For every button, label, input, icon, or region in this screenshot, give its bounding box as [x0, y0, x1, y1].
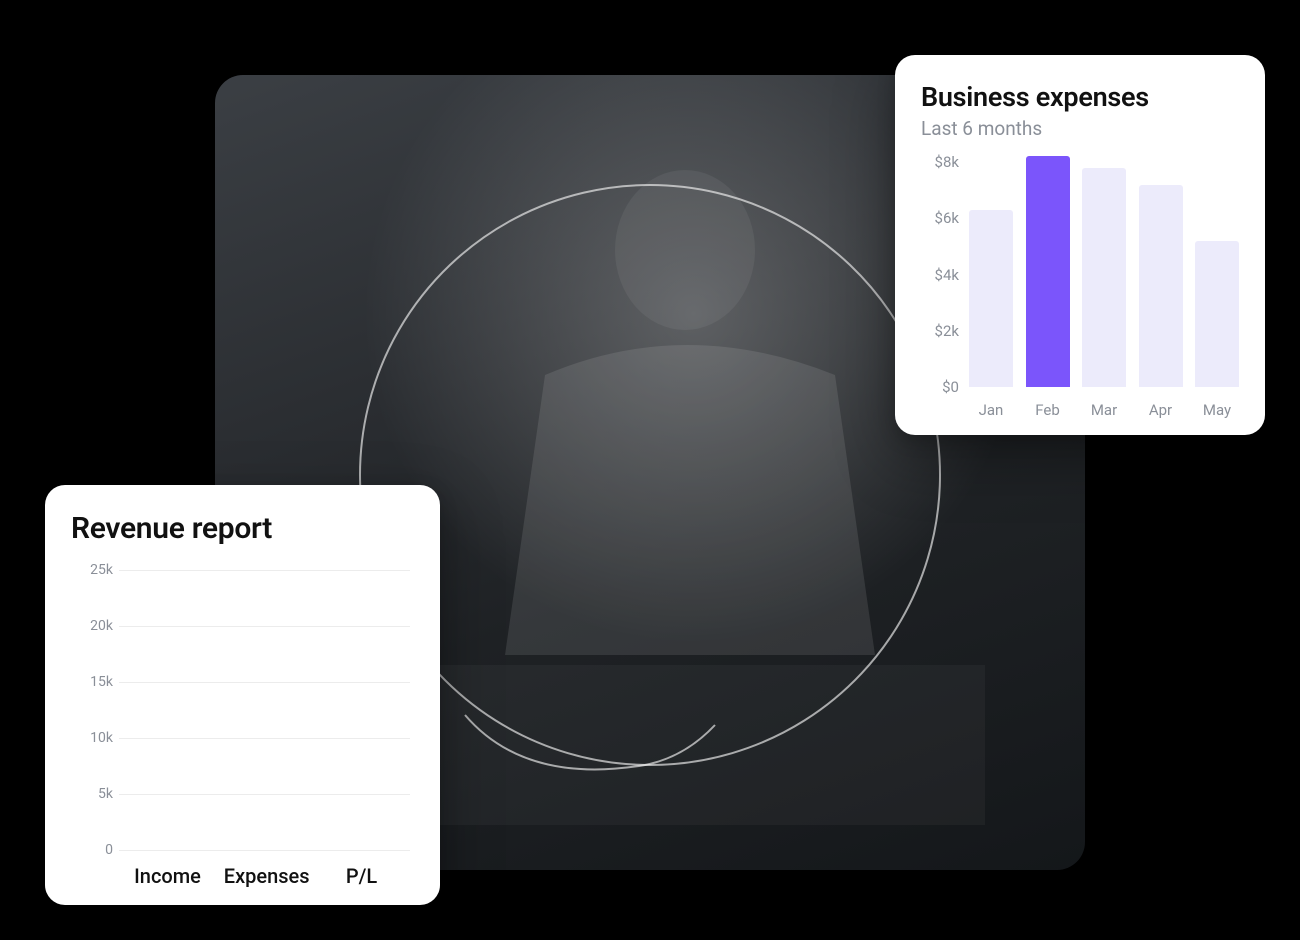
- exp-xlabel: Mar: [1082, 401, 1126, 419]
- business-expenses-title: Business expenses: [921, 81, 1239, 113]
- exp-ylabel: $4k: [921, 266, 959, 284]
- exp-ylabel: $8k: [921, 153, 959, 171]
- exp-xlabel: May: [1195, 401, 1239, 419]
- rev-ylabel: 10k: [71, 730, 113, 746]
- exp-xlabel: Apr: [1139, 401, 1183, 419]
- exp-xlabel: Feb: [1026, 401, 1070, 419]
- rev-ylabel: 20k: [71, 618, 113, 634]
- exp-xlabel: Jan: [969, 401, 1013, 419]
- exp-bars: [969, 162, 1239, 387]
- exp-bar-jan: [969, 210, 1013, 387]
- rev-ylabel: 5k: [71, 786, 113, 802]
- rev-bars: [119, 570, 410, 850]
- exp-bar-may: [1195, 241, 1239, 387]
- exp-ylabel: $2k: [921, 322, 959, 340]
- exp-ylabel: $0: [921, 378, 959, 396]
- exp-xlabels: Jan Feb Mar Apr May: [969, 401, 1239, 419]
- exp-bar-feb: [1026, 156, 1070, 387]
- business-expenses-chart: $8k $6k $4k $2k $0: [921, 162, 1239, 387]
- exp-bar-mar: [1082, 168, 1126, 387]
- rev-xlabels: Income Expenses P/L: [119, 864, 410, 888]
- rev-xlabel: Expenses: [224, 864, 305, 888]
- exp-ylabel: $6k: [921, 209, 959, 227]
- business-expenses-card: Business expenses Last 6 months $8k $6k …: [895, 55, 1265, 435]
- business-expenses-subtitle: Last 6 months: [921, 117, 1239, 140]
- rev-xlabel: Income: [127, 864, 208, 888]
- revenue-report-chart: 25k 20k 15k 10k 5k 0: [71, 570, 414, 850]
- exp-bar-apr: [1139, 185, 1183, 388]
- rev-ylabel: 15k: [71, 674, 113, 690]
- rev-xlabel: P/L: [321, 864, 402, 888]
- rev-ylabel: 0: [71, 842, 113, 858]
- revenue-report-card: Revenue report 25k 20k 15k 10k 5k 0 Inco…: [45, 485, 440, 905]
- revenue-report-title: Revenue report: [71, 511, 414, 546]
- rev-ylabel: 25k: [71, 562, 113, 578]
